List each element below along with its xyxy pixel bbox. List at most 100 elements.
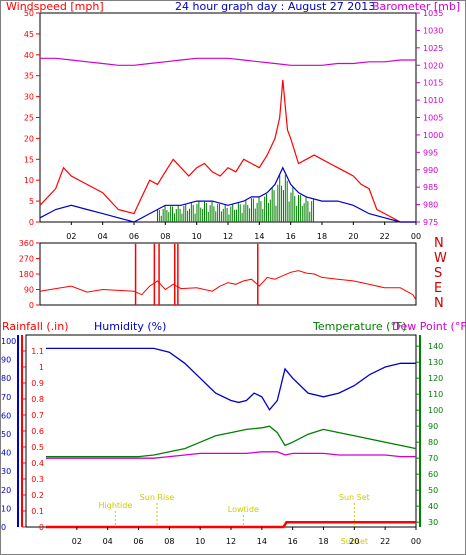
temperature-tick-label: 140 xyxy=(428,342,443,351)
windspeed-tick-label: 0 xyxy=(29,218,34,227)
windspeed-axis: 0 5 10 15 20 25 30 35 40 45 50 xyxy=(24,9,40,227)
temperature-line xyxy=(46,425,417,458)
panel2-frame xyxy=(39,242,417,306)
barometer-tick-label: 1030 xyxy=(423,26,443,35)
direction-tick-label: 90 xyxy=(24,286,34,295)
rain-tick-label: 0.9 xyxy=(31,379,44,388)
humidity-tick-label: 30 xyxy=(1,467,11,476)
time-tick-label: 04 xyxy=(103,537,113,546)
windspeed-tick-label: 10 xyxy=(24,176,34,185)
rain-tick-label: 0.1 xyxy=(31,507,44,516)
barometer-line xyxy=(40,57,416,66)
time-tick-label: 20 xyxy=(349,537,359,546)
time-tick-label: 18 xyxy=(318,537,328,546)
barometer-tick-label: 995 xyxy=(423,148,438,157)
temperature-tick-label: 50 xyxy=(428,486,438,495)
windspeed-tick-label: 20 xyxy=(24,134,34,143)
barometer-title: Barometer [mb] xyxy=(372,0,460,13)
rain-tick-label: 1 xyxy=(39,363,44,372)
windspeed-tick-label: 35 xyxy=(24,72,34,81)
rain-tick-label: 0.7 xyxy=(31,411,44,420)
barometer-tick-label: 1020 xyxy=(423,61,443,70)
temperature-title: Temperature (°F) xyxy=(312,320,407,333)
time-tick-label: 10 xyxy=(195,537,205,546)
direction-axis: 0 90 180 270 360 xyxy=(19,239,40,310)
annotation-label: Hightide xyxy=(99,501,133,510)
annotation-label: Sun Set xyxy=(339,493,370,502)
time-tick-label: 00 xyxy=(411,537,421,546)
humidity-tick-label: 100 xyxy=(1,337,16,346)
temperature-tick-label: 40 xyxy=(428,502,438,511)
time-tick-label: 16 xyxy=(286,232,296,241)
annotation-label: Lowtide xyxy=(228,505,259,514)
windspeed-tick-label: 25 xyxy=(24,114,34,123)
time-tick-label: 16 xyxy=(288,537,298,546)
time-tick-label: 12 xyxy=(226,537,236,546)
direction-tick-label: 180 xyxy=(19,270,34,279)
temperature-tick-label: 110 xyxy=(428,390,443,399)
time-tick-label: 20 xyxy=(348,232,358,241)
direction-tick-label: 360 xyxy=(19,239,34,248)
humidity-tick-label: 0 xyxy=(1,523,6,532)
humidity-tick-label: 60 xyxy=(1,411,11,420)
barometer-tick-label: 975 xyxy=(423,218,438,227)
compass-label: N xyxy=(434,236,444,251)
barometer-tick-label: 1015 xyxy=(423,79,443,88)
humidity-tick-label: 70 xyxy=(1,393,11,402)
barometer-tick-label: 990 xyxy=(423,166,438,175)
time-tick-label: 08 xyxy=(164,537,174,546)
wind-direction-series xyxy=(39,243,417,305)
barometer-tick-label: 1000 xyxy=(423,131,443,140)
humidity-tick-label: 80 xyxy=(1,374,11,383)
humidity-tick-label: 40 xyxy=(1,449,11,458)
temperature-tick-label: 30 xyxy=(428,518,438,527)
temperature-axis: 30 40 50 60 70 80 90 100 110 120 130 140 xyxy=(416,342,443,527)
annotation-label: Sunset xyxy=(341,537,368,546)
compass-label: N xyxy=(434,296,444,311)
barometer-axis: 975 980 985 990 995 1000 1005 1010 1015 1020 1025 1… xyxy=(416,9,443,227)
direction-tick-label: 0 xyxy=(29,301,34,310)
humidity-temperature-panel: 010203040506070809010000.10.20.30.40.50.… xyxy=(1,334,443,546)
time-tick-label: 22 xyxy=(380,537,390,546)
rainfall-title: Rainfall (.in) xyxy=(2,320,69,333)
rain-tick-label: 1.1 xyxy=(31,347,44,356)
time-tick-label: 08 xyxy=(160,232,170,241)
time-tick-label: 22 xyxy=(380,232,390,241)
humidity-tick-label: 10 xyxy=(1,504,11,513)
rain-tick-label: 0.8 xyxy=(31,395,44,404)
compass-label: E xyxy=(434,281,442,296)
rainfall-line xyxy=(46,520,416,529)
time-tick-label: 02 xyxy=(72,537,82,546)
dewpoint-title: Dew Point (°F) xyxy=(392,320,466,333)
humidity-temp-series xyxy=(46,347,417,529)
windspeed-tick-label: 45 xyxy=(24,30,34,39)
time-tick-label: 00 xyxy=(411,232,421,241)
direction-tick-label: 270 xyxy=(19,255,34,264)
rain-tick-label: 0.2 xyxy=(31,491,44,500)
annotation-label: Sun Rise xyxy=(140,493,175,502)
barometer-tick-label: 1010 xyxy=(423,96,443,105)
windspeed-title: Windspeed [mph] xyxy=(6,0,104,13)
time-tick-label: 14 xyxy=(257,537,267,546)
barometer-tick-label: 980 xyxy=(423,201,438,210)
graph-date-title: 24 hour graph day : August 27 2013 xyxy=(175,0,375,13)
astro-annotations: Hightide Sun Rise Lowtide Sun Set Sunset xyxy=(99,493,370,546)
windspeed-tick-label: 30 xyxy=(24,93,34,102)
time-tick-label: 10 xyxy=(192,232,202,241)
windspeed-tick-label: 15 xyxy=(24,155,34,164)
barometer-tick-label: 1005 xyxy=(423,114,443,123)
windspeed-tick-label: 50 xyxy=(24,9,34,18)
wind-average-line xyxy=(39,166,416,223)
barometer-tick-label: 985 xyxy=(423,183,438,192)
wind-direction-line xyxy=(39,270,417,301)
humidity-tick-label: 90 xyxy=(1,356,11,365)
time-tick-label: 18 xyxy=(317,232,327,241)
humidity-rain-axis: 0 10 20 30 40 50 60 70 80 90 100 0 0.1 0.2 0.3 0.4 0.5 0.… xyxy=(1,337,44,532)
rain-tick-label: 0.3 xyxy=(31,475,44,484)
temperature-tick-label: 60 xyxy=(428,470,438,479)
temperature-tick-label: 120 xyxy=(428,374,443,383)
